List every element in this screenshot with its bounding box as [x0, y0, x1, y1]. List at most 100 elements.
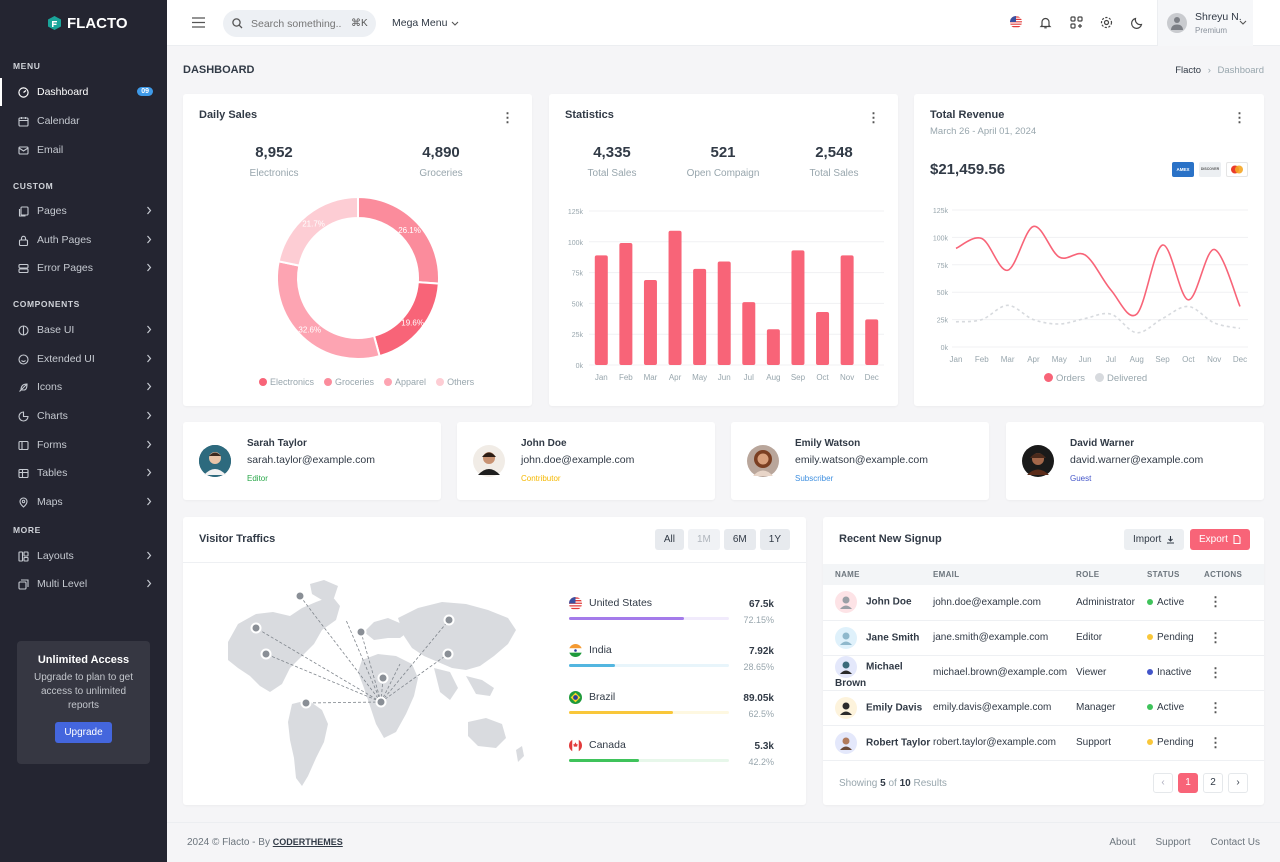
- page-prev-button[interactable]: ‹: [1153, 773, 1173, 793]
- stat-label: Groceries: [419, 168, 463, 179]
- dark-mode-moon-icon[interactable]: [1131, 16, 1144, 29]
- us-flag-icon[interactable]: [1010, 16, 1022, 28]
- statistics-bar-chart: 125k 100k 75k 50k 25k 0k Jan Feb Mar Apr May Jun Jul…: [568, 209, 884, 382]
- legend-label: Delivered: [1107, 373, 1148, 384]
- row-name: Robert Taylor: [866, 737, 931, 749]
- row-actions-icon[interactable]: ⋮: [1204, 585, 1264, 621]
- sidebar-item-auth-pages[interactable]: Auth Pages: [0, 226, 167, 254]
- donut-slice: [357, 195, 440, 285]
- sidebar-item-label: Multi Level: [37, 578, 88, 590]
- sidebar-item-email[interactable]: Email: [0, 136, 167, 164]
- more-vertical-icon[interactable]: ⋮: [1233, 110, 1246, 125]
- sidebar-item-tables[interactable]: Tables: [0, 459, 167, 487]
- settings-gear-icon[interactable]: [1100, 16, 1113, 29]
- bar: [668, 230, 682, 365]
- page-2-button[interactable]: 2: [1203, 773, 1223, 793]
- user-card-david-warner[interactable]: David Warner david.warner@example.com Gu…: [1006, 422, 1264, 500]
- sidebar-item-error-pages[interactable]: Error Pages: [0, 254, 167, 282]
- sidebar-item-calendar[interactable]: Calendar: [0, 107, 167, 135]
- bar: [791, 250, 805, 365]
- apps-icon[interactable]: [1070, 16, 1083, 29]
- import-button[interactable]: Import: [1124, 529, 1185, 550]
- notification-badge: 09: [137, 87, 153, 96]
- x-tick-label: Apr: [1027, 355, 1040, 364]
- x-tick-label: Nov: [840, 373, 854, 382]
- stat-label: Electronics: [249, 168, 299, 179]
- legend-item-electronics[interactable]: Electronics: [259, 377, 314, 387]
- user-menu[interactable]: Shreyu N. Premium: [1157, 0, 1253, 46]
- table-row[interactable]: Robert Taylor robert.taylor@example.com …: [823, 725, 1264, 761]
- donut-slice-label: 32.6%: [298, 325, 321, 334]
- app-logo[interactable]: FLACTO: [0, 0, 167, 46]
- row-actions-icon[interactable]: ⋮: [1204, 620, 1264, 656]
- bar: [619, 243, 633, 365]
- sidebar-item-label: Dashboard: [37, 86, 89, 98]
- menu-toggle-icon[interactable]: [192, 17, 205, 28]
- x-tick-label: Jun: [718, 373, 731, 382]
- mega-menu-dropdown[interactable]: Mega Menu: [392, 17, 459, 29]
- table-row[interactable]: Jane Smith jane.smith@example.com Editor…: [823, 620, 1264, 656]
- table-row[interactable]: Emily Davis emily.davis@example.com Mana…: [823, 690, 1264, 726]
- legend-item-apparel[interactable]: Apparel: [384, 377, 426, 387]
- logo-icon: [48, 16, 61, 30]
- footer-brand-link[interactable]: CODERTHEMES: [272, 837, 343, 847]
- pagination: ‹ 1 2 ›: [1153, 773, 1248, 793]
- avatar: [1167, 13, 1187, 33]
- file-icon: [1233, 535, 1241, 544]
- row-actions-icon[interactable]: ⋮: [1204, 655, 1264, 691]
- avatar: [835, 591, 857, 614]
- legend-item-others[interactable]: Others: [436, 377, 474, 387]
- page-next-button[interactable]: ›: [1228, 773, 1248, 793]
- x-tick-label: Mar: [1001, 355, 1015, 364]
- footer-link-support[interactable]: Support: [1155, 837, 1191, 848]
- chevron-down-icon: [1239, 20, 1247, 25]
- more-vertical-icon[interactable]: ⋮: [501, 110, 514, 125]
- search-box[interactable]: ⌘K: [223, 10, 376, 37]
- filter-1y[interactable]: 1Y: [759, 529, 790, 550]
- row-role: Manager: [1076, 690, 1147, 726]
- more-vertical-icon[interactable]: ⋮: [867, 110, 880, 125]
- filter-1m[interactable]: 1M: [687, 529, 720, 550]
- footer-link-contact[interactable]: Contact Us: [1210, 837, 1260, 848]
- bell-icon[interactable]: [1039, 16, 1052, 29]
- world-map[interactable]: [198, 572, 538, 802]
- row-actions-icon[interactable]: ⋮: [1204, 725, 1264, 761]
- sidebar-item-forms[interactable]: Forms: [0, 431, 167, 459]
- user-card-emily-watson[interactable]: Emily Watson emily.watson@example.com Su…: [731, 422, 989, 500]
- legend-item-delivered[interactable]: Delivered: [1095, 373, 1147, 384]
- x-tick-label: Jul: [744, 373, 754, 382]
- sidebar-item-icons[interactable]: Icons: [0, 373, 167, 401]
- upgrade-button[interactable]: Upgrade: [55, 722, 112, 743]
- row-name: Jane Smith: [866, 632, 920, 644]
- sidebar-item-layouts[interactable]: Layouts: [0, 542, 167, 570]
- sidebar-item-extended-ui[interactable]: Extended UI: [0, 345, 167, 373]
- stat-total-sales-2: 2,548 Total Sales: [794, 144, 874, 179]
- filter-6m[interactable]: 6M: [723, 529, 756, 550]
- footer-link-about[interactable]: About: [1109, 837, 1136, 848]
- column-role[interactable]: ROLE: [1076, 564, 1147, 585]
- sidebar-item-dashboard[interactable]: Dashboard 09: [0, 78, 167, 106]
- column-name[interactable]: NAME: [823, 564, 933, 585]
- breadcrumb-home[interactable]: Flacto: [1175, 65, 1202, 76]
- sidebar-item-base-ui[interactable]: Base UI: [0, 316, 167, 344]
- sidebar-item-charts[interactable]: Charts: [0, 402, 167, 430]
- filter-all[interactable]: All: [654, 529, 684, 550]
- results-summary: Showing 5 of 10 Results: [839, 778, 947, 789]
- user-card-sarah-taylor[interactable]: Sarah Taylor sarah.taylor@example.com Ed…: [183, 422, 441, 500]
- sidebar-item-pages[interactable]: Pages: [0, 197, 167, 225]
- country-name: United States: [589, 597, 653, 609]
- table-row[interactable]: Michael Brown michael.brown@example.com …: [823, 655, 1264, 691]
- column-status[interactable]: STATUS: [1147, 564, 1204, 585]
- column-email[interactable]: EMAIL: [933, 564, 1076, 585]
- page-1-button[interactable]: 1: [1178, 773, 1198, 793]
- export-button[interactable]: Export: [1190, 529, 1250, 550]
- user-card-john-doe[interactable]: John Doe john.doe@example.com Contributo…: [457, 422, 715, 500]
- search-input[interactable]: [251, 17, 343, 30]
- bar: [717, 261, 731, 365]
- sidebar-item-maps[interactable]: Maps: [0, 488, 167, 516]
- table-row[interactable]: John Doe john.doe@example.com Administra…: [823, 585, 1264, 621]
- sidebar-item-multi-level[interactable]: Multi Level: [0, 570, 167, 598]
- row-actions-icon[interactable]: ⋮: [1204, 690, 1264, 726]
- legend-item-orders[interactable]: Orders: [1044, 373, 1085, 384]
- legend-item-groceries[interactable]: Groceries: [324, 377, 374, 387]
